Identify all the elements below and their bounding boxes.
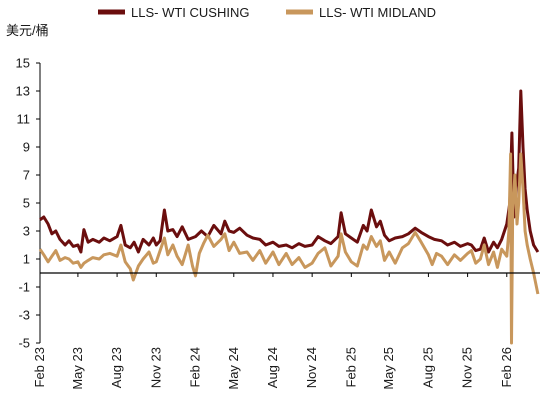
x-tick-label: Nov 23 <box>148 347 163 388</box>
y-tick-label: -5 <box>18 336 30 351</box>
legend-label-cushing: LLS- WTI CUSHING <box>131 5 249 20</box>
y-tick-label: 3 <box>23 224 30 239</box>
y-tick-label: -3 <box>18 308 30 323</box>
y-axis-label: 美元/桶 <box>6 23 49 38</box>
x-tick-label: Feb 26 <box>499 347 514 387</box>
y-tick-label: 7 <box>23 168 30 183</box>
y-tick-label: 13 <box>16 84 30 99</box>
y-tick-label: 15 <box>16 56 30 71</box>
x-tick-label: Aug 23 <box>109 347 124 388</box>
x-tick-label: May 25 <box>381 347 396 390</box>
x-tick-label: Feb 24 <box>187 347 202 387</box>
x-tick-label: Aug 24 <box>265 347 280 388</box>
x-tick-label: Feb 23 <box>32 347 47 387</box>
y-tick-label: 9 <box>23 140 30 155</box>
y-tick-label: 11 <box>17 112 31 127</box>
x-tick-label: May 23 <box>70 347 85 390</box>
series-line-cushing <box>39 89 540 254</box>
x-tick-label: Feb 25 <box>343 347 358 387</box>
y-tick-label: 5 <box>23 196 30 211</box>
series-line-midland <box>38 152 540 345</box>
x-tick-label: Aug 25 <box>420 347 435 388</box>
legend: LLS- WTI CUSHING LLS- WTI MIDLAND <box>98 5 436 20</box>
y-tick-label: -1 <box>18 280 30 295</box>
x-tick-label: Nov 25 <box>460 347 475 388</box>
y-tick-label: 1 <box>23 252 30 267</box>
x-tick-label: Nov 24 <box>304 347 319 388</box>
x-tick-label: May 24 <box>226 347 241 390</box>
legend-label-midland: LLS- WTI MIDLAND <box>319 5 436 20</box>
